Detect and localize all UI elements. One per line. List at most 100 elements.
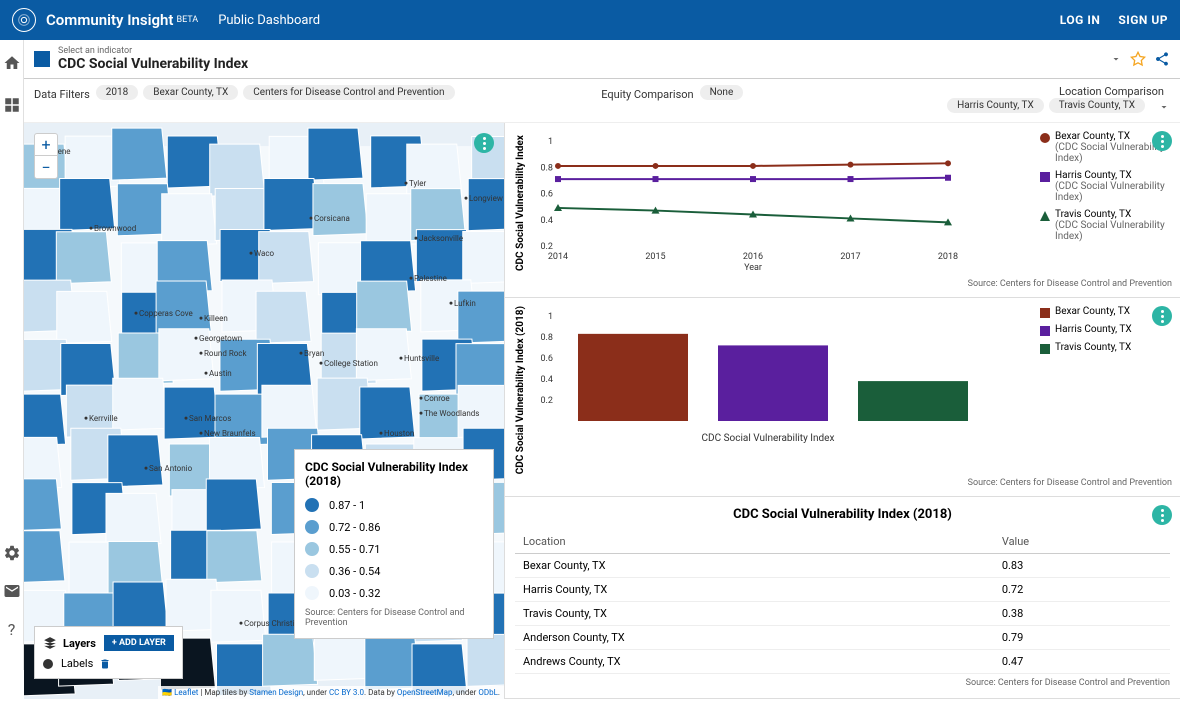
data-table: LocationValue Bexar County, TX0.83Harris…: [515, 530, 1170, 674]
svg-text:College Station: College Station: [324, 359, 378, 368]
table-row[interactable]: Anderson County, TX0.79: [515, 626, 1170, 650]
chart-menu-button[interactable]: [1152, 131, 1172, 151]
line-chart-source: Source: Centers for Disease Control and …: [513, 279, 1172, 289]
labels-dot-icon: [43, 659, 53, 669]
legend-row: 0.72 - 0.86: [305, 520, 483, 534]
filter-chip[interactable]: 2018: [96, 85, 138, 100]
table-row[interactable]: Andrews County, TX0.47: [515, 650, 1170, 674]
svg-text:Palestine: Palestine: [414, 274, 447, 283]
add-layer-button[interactable]: + ADD LAYER: [104, 635, 174, 651]
svg-text:Longview: Longview: [469, 194, 503, 203]
charts-panel: CDC Social Vulnerability Index 0.20.40.6…: [504, 123, 1180, 699]
chevron-down-icon[interactable]: [1158, 101, 1170, 113]
legend-row: 0.55 - 0.71: [305, 542, 483, 556]
zoom-controls: + −: [34, 133, 58, 179]
table-row[interactable]: Bexar County, TX0.83: [515, 554, 1170, 578]
table-header[interactable]: Location: [515, 530, 994, 554]
svg-text:0.8: 0.8: [541, 163, 554, 173]
svg-text:0.4: 0.4: [541, 375, 554, 385]
bar-chart-source: Source: Centers for Disease Control and …: [513, 478, 1172, 488]
svg-text:Copperas Cove: Copperas Cove: [139, 309, 193, 318]
svg-text:Waco: Waco: [254, 249, 275, 258]
svg-text:New Braunfels: New Braunfels: [204, 429, 256, 438]
svg-text:Austin: Austin: [209, 369, 232, 378]
svg-text:San Antonio: San Antonio: [149, 464, 193, 473]
legend-row: 0.36 - 0.54: [305, 564, 483, 578]
map-legend: CDC Social Vulnerability Index (2018) 0.…: [294, 449, 494, 639]
svg-text:Year: Year: [744, 263, 762, 271]
labels-label: Labels: [61, 657, 93, 670]
bar-chart-legend: Bexar County, TXHarris County, TXTravis …: [1032, 306, 1172, 474]
legend-item: Harris County, TX: [1040, 324, 1172, 336]
left-sidebar: ?: [0, 40, 24, 670]
svg-text:Jacksonville: Jacksonville: [419, 234, 463, 243]
svg-text:0.6: 0.6: [541, 354, 554, 364]
help-icon[interactable]: ?: [3, 620, 21, 638]
svg-text:0.6: 0.6: [541, 190, 554, 200]
chart-menu-button[interactable]: [1152, 505, 1172, 525]
star-icon[interactable]: [1130, 51, 1146, 67]
table-header[interactable]: Value: [994, 530, 1170, 554]
app-header: Community Insight BETA Public Dashboard …: [0, 0, 1180, 40]
filter-chip[interactable]: Centers for Disease Control and Preventi…: [243, 85, 454, 100]
save-icon[interactable]: [34, 51, 50, 67]
app-title: Community Insight: [46, 11, 173, 29]
login-link[interactable]: LOG IN: [1060, 13, 1101, 27]
line-chart[interactable]: 0.2 0.4 0.6 0.8 1 2014 2015 2016 2017 2018 Year: [528, 131, 958, 271]
table-row[interactable]: Travis County, TX0.38: [515, 602, 1170, 626]
table-source: Source: Centers for Disease Control and …: [515, 678, 1170, 688]
filter-chip[interactable]: Bexar County, TX: [143, 85, 238, 100]
data-filters-label: Data Filters: [34, 88, 90, 101]
map-panel[interactable]: AbileneBrownwoodCopperas CoveKilleenGeor…: [24, 123, 504, 699]
indicator-label: Select an indicator: [58, 46, 248, 56]
beta-badge: BETA: [176, 15, 198, 25]
svg-text:2018: 2018: [938, 252, 958, 262]
line-chart-section: CDC Social Vulnerability Index 0.20.40.6…: [505, 123, 1180, 298]
svg-text:1: 1: [548, 137, 553, 147]
location-label: Location Comparison: [1059, 85, 1164, 98]
svg-text:Brownwood: Brownwood: [94, 224, 136, 233]
svg-text:Tyler: Tyler: [409, 179, 426, 188]
signup-link[interactable]: SIGN UP: [1118, 13, 1168, 27]
table-title: CDC Social Vulnerability Index (2018): [515, 507, 1170, 522]
indicator-toolbar: Select an indicator CDC Social Vulnerabi…: [24, 40, 1180, 79]
layers-panel: Layers + ADD LAYER Labels: [34, 626, 183, 679]
home-icon[interactable]: [3, 54, 21, 72]
svg-text:Corsicana: Corsicana: [314, 214, 350, 223]
layers-icon: [43, 636, 57, 650]
svg-text:Conroe: Conroe: [424, 394, 450, 403]
svg-text:2014: 2014: [548, 252, 568, 262]
table-row[interactable]: Harris County, TX0.72: [515, 578, 1170, 602]
table-section: CDC Social Vulnerability Index (2018) Lo…: [505, 497, 1180, 699]
indicator-name[interactable]: CDC Social Vulnerability Index: [58, 56, 248, 72]
settings-icon[interactable]: [3, 544, 21, 562]
share-icon[interactable]: [1154, 51, 1170, 67]
svg-text:0.4: 0.4: [541, 216, 554, 226]
trash-icon[interactable]: [99, 658, 111, 670]
grid-icon[interactable]: [3, 96, 21, 114]
location-chip[interactable]: Harris County, TX: [947, 98, 1044, 113]
legend-title: CDC Social Vulnerability Index (2018): [305, 460, 483, 488]
dropdown-icon[interactable]: [1110, 53, 1122, 65]
bar-chart[interactable]: 0.20.40.60.81CDC Social Vulnerability In…: [528, 306, 988, 446]
svg-text:2015: 2015: [645, 252, 665, 262]
zoom-in-button[interactable]: +: [35, 134, 57, 156]
mail-icon[interactable]: [3, 582, 21, 600]
bar-chart-section: CDC Social Vulnerability Index (2018) 0.…: [505, 298, 1180, 497]
svg-text:1: 1: [548, 312, 553, 322]
svg-text:0.2: 0.2: [541, 242, 554, 252]
location-chip[interactable]: Travis County, TX: [1049, 98, 1145, 113]
legend-row: 0.03 - 0.32: [305, 586, 483, 600]
equity-chip[interactable]: None: [700, 85, 744, 100]
svg-text:0.2: 0.2: [541, 396, 554, 406]
legend-item: Harris County, TX(CDC Social Vulnerabili…: [1040, 170, 1172, 203]
svg-text:2017: 2017: [840, 252, 860, 262]
legend-row: 0.87 - 1: [305, 498, 483, 512]
legend-item: Travis County, TX(CDC Social Vulnerabili…: [1040, 209, 1172, 242]
zoom-out-button[interactable]: −: [35, 156, 57, 178]
legend-source: Source: Centers for Disease Control and …: [305, 608, 483, 628]
chart-menu-button[interactable]: [1152, 306, 1172, 326]
svg-text:2016: 2016: [743, 252, 763, 262]
map-menu-button[interactable]: [474, 133, 494, 153]
equity-label: Equity Comparison: [601, 88, 693, 101]
